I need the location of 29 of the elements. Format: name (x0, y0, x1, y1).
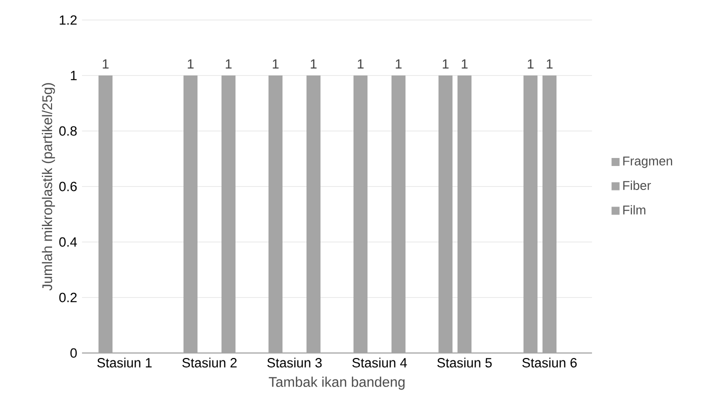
data-label: 1 (226, 59, 232, 69)
y-tick-label: 1 (70, 70, 77, 80)
y-tick-label: 1.2 (60, 15, 77, 25)
x-tick-label: Stasiun 1 (97, 358, 152, 368)
x-tick-label: Stasiun 2 (182, 358, 237, 368)
y-tick-label: 0.4 (59, 237, 77, 247)
x-tick-label: Stasiun 5 (437, 358, 492, 368)
data-label: 1 (272, 59, 279, 69)
legend-label: Fragmen (623, 156, 672, 168)
data-label: 1 (396, 59, 402, 69)
data-label: 1 (188, 59, 194, 69)
y-tick-label: 0.2 (59, 292, 77, 302)
data-label: 1 (546, 59, 553, 69)
y-tick-label: 0.8 (59, 126, 77, 136)
legend-label: Fiber (623, 180, 651, 190)
data-label: 1 (442, 59, 449, 69)
x-tick-label: Stasiun 6 (522, 358, 577, 368)
data-label: 1 (102, 59, 109, 69)
x-axis-title: Tambak ikan bandeng (268, 376, 405, 390)
y-axis-title: Jumlah mikroplastik (partikel/25g) (42, 83, 55, 291)
data-label: 1 (462, 59, 468, 69)
data-label: 1 (310, 59, 317, 69)
y-tick-label: 0.6 (59, 182, 77, 192)
data-label: 1 (528, 59, 534, 69)
legend-label: Film (623, 205, 646, 214)
x-tick-label: Stasiun 4 (352, 358, 407, 368)
x-tick-label: Stasiun 3 (267, 358, 322, 368)
y-tick-label: 0 (70, 348, 77, 358)
data-label: 1 (358, 59, 364, 69)
